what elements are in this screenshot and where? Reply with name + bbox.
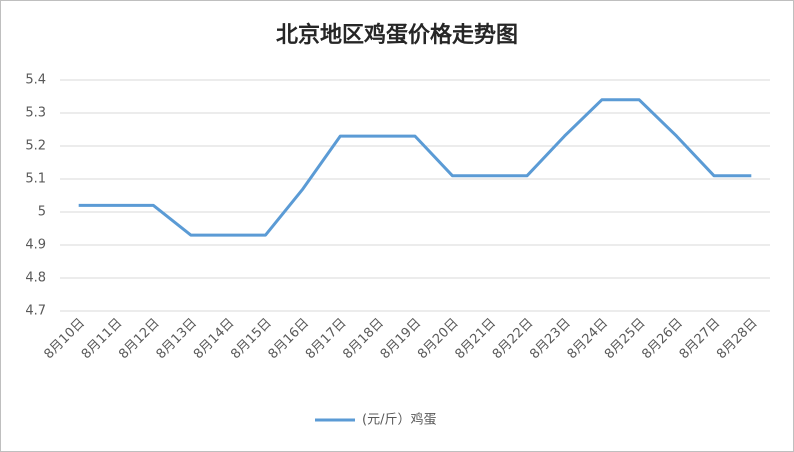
y-tick-label: 4.9 <box>25 238 46 253</box>
y-tick-label: 5.4 <box>25 73 46 88</box>
y-tick-label: 4.7 <box>25 304 46 319</box>
y-tick-label: 5.3 <box>25 106 46 121</box>
y-tick-label: 4.8 <box>25 271 46 286</box>
legend-label: (元/斤）鸡蛋 <box>362 412 436 428</box>
y-tick-label: 5 <box>38 205 46 220</box>
y-tick-label: 5.1 <box>25 172 46 187</box>
data-line <box>78 98 752 237</box>
chart-title: 北京地区鸡蛋价格走势图 <box>276 22 518 48</box>
y-tick-label: 5.2 <box>25 139 46 154</box>
